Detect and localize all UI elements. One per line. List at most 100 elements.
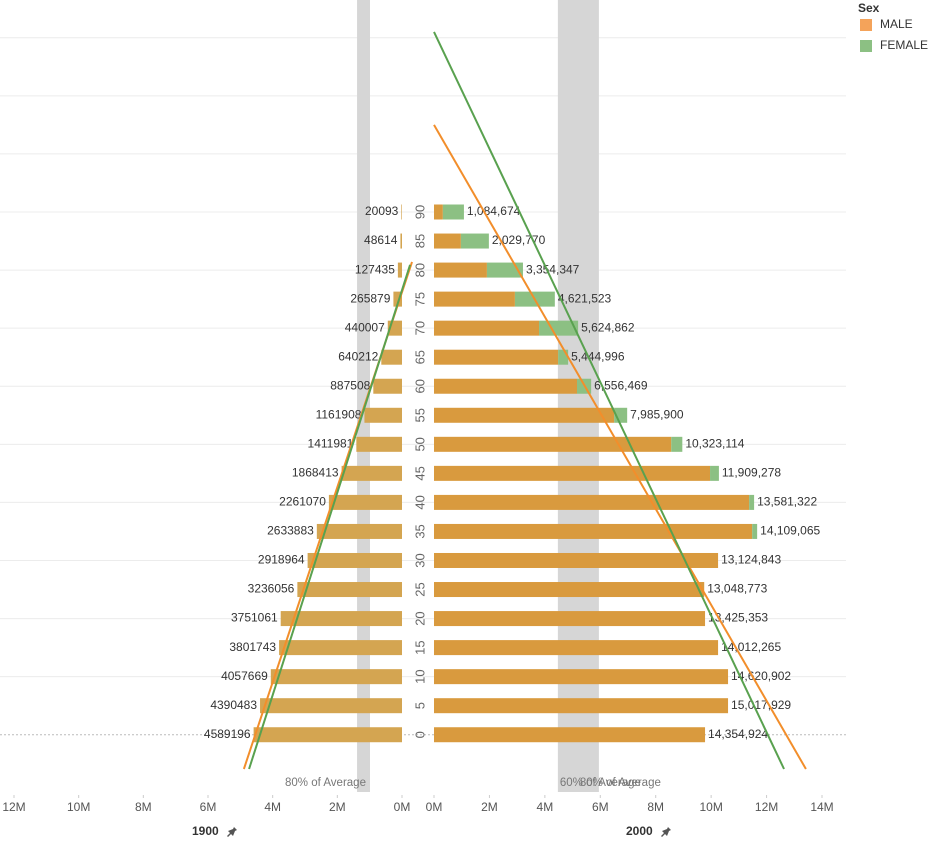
bar: [279, 640, 402, 656]
x-tick-label: 0M: [426, 800, 443, 814]
bar-segment: [442, 204, 464, 220]
age-label: 0: [412, 731, 427, 738]
age-label: 45: [412, 466, 427, 480]
total-label: 14,354,924: [708, 727, 768, 741]
bar: [400, 233, 402, 249]
legend-swatch: [860, 40, 872, 52]
bar-segment: [434, 669, 729, 685]
bar: [397, 262, 402, 278]
bar: [373, 378, 402, 394]
bar: [307, 552, 402, 568]
bar: [328, 494, 402, 510]
trend-line: [248, 264, 412, 770]
age-label: 70: [412, 321, 427, 335]
legend-label: MALE: [880, 17, 913, 31]
age-label: 20: [412, 611, 427, 625]
x-tick-label: 10M: [67, 800, 90, 814]
x-tick-label: 12M: [755, 800, 778, 814]
bar-segment: [434, 494, 750, 510]
age-label: 90: [412, 205, 427, 219]
bar-segment: [434, 611, 706, 627]
age-label: 10: [412, 669, 427, 683]
total-label: 13,124,843: [721, 553, 781, 567]
bar-segment: [558, 349, 569, 365]
x-tick-label: 4M: [537, 800, 554, 814]
pin-icon[interactable]: [227, 825, 237, 837]
x-tick-label: 2M: [329, 800, 346, 814]
age-label: 85: [412, 234, 427, 248]
bar-segment: [434, 523, 753, 539]
x-tick-label: 4M: [264, 800, 281, 814]
total-label: 10,323,114: [685, 436, 744, 450]
total-label: 13,425,353: [708, 611, 768, 625]
total-label: 5,624,862: [581, 320, 635, 334]
total-label: 13,048,773: [707, 582, 767, 596]
bar-segment: [434, 407, 615, 423]
reference-band: [557, 0, 599, 792]
total-label: 5,444,996: [571, 349, 625, 363]
legend-title: Sex: [858, 1, 880, 15]
bar-segment: [434, 640, 719, 656]
bar-segment: [749, 494, 755, 510]
panel-title: 1900: [192, 824, 219, 838]
value-label: 4057669: [221, 669, 268, 683]
total-label: 3,354,347: [526, 262, 580, 276]
pin-icon[interactable]: [661, 825, 671, 837]
bar-segment: [434, 233, 461, 249]
bar: [270, 669, 402, 685]
bar-segment: [434, 465, 711, 481]
bar: [393, 291, 402, 307]
total-label: 14,109,065: [760, 524, 820, 538]
x-tick-label: 2M: [481, 800, 498, 814]
value-label: 2261070: [279, 495, 326, 509]
age-label: 65: [412, 350, 427, 364]
value-label: 2633883: [267, 524, 314, 538]
total-label: 15,017,929: [731, 698, 791, 712]
bar-segment: [434, 291, 515, 307]
bar-segment: [434, 204, 443, 220]
x-tick-label: 6M: [200, 800, 217, 814]
age-label: 60: [412, 379, 427, 393]
value-label: 48614: [364, 233, 398, 247]
age-label: 50: [412, 437, 427, 451]
value-label: 3236056: [248, 582, 295, 596]
bar-segment: [460, 233, 489, 249]
total-label: 6,556,469: [594, 378, 648, 392]
value-label: 4589196: [204, 727, 251, 741]
age-label: 75: [412, 292, 427, 306]
x-tick-label: 10M: [699, 800, 722, 814]
bar: [280, 611, 402, 627]
legend-label: FEMALE: [880, 38, 928, 52]
x-tick-label: 6M: [592, 800, 609, 814]
bar-segment: [434, 320, 540, 336]
bar: [356, 436, 402, 452]
total-label: 14,620,902: [731, 669, 791, 683]
bar-segment: [434, 436, 672, 452]
pin-shape: [227, 825, 237, 837]
age-label: 25: [412, 582, 427, 596]
bar-segment: [710, 465, 719, 481]
age-label: 15: [412, 640, 427, 654]
value-label: 1868413: [292, 466, 339, 480]
x-tick-label: 8M: [647, 800, 664, 814]
total-label: 1,084,674: [467, 204, 521, 218]
age-label: 35: [412, 524, 427, 538]
trend-line: [433, 31, 785, 770]
bar: [364, 407, 402, 423]
value-label: 2918964: [258, 553, 305, 567]
value-label: 4390483: [210, 698, 257, 712]
bar-segment: [434, 262, 487, 278]
bar-segment: [486, 262, 523, 278]
bar: [341, 465, 402, 481]
x-tick-label: 0M: [394, 800, 411, 814]
reference-label: 80% of Average: [580, 777, 661, 789]
reference-label: 60% of Average: [560, 777, 641, 789]
x-tick-label: 14M: [810, 800, 833, 814]
bar-segment: [752, 523, 758, 539]
pin-shape: [661, 825, 671, 837]
bar-segment: [434, 582, 705, 598]
value-label: 3801743: [229, 640, 276, 654]
x-tick-label: 12M: [2, 800, 25, 814]
